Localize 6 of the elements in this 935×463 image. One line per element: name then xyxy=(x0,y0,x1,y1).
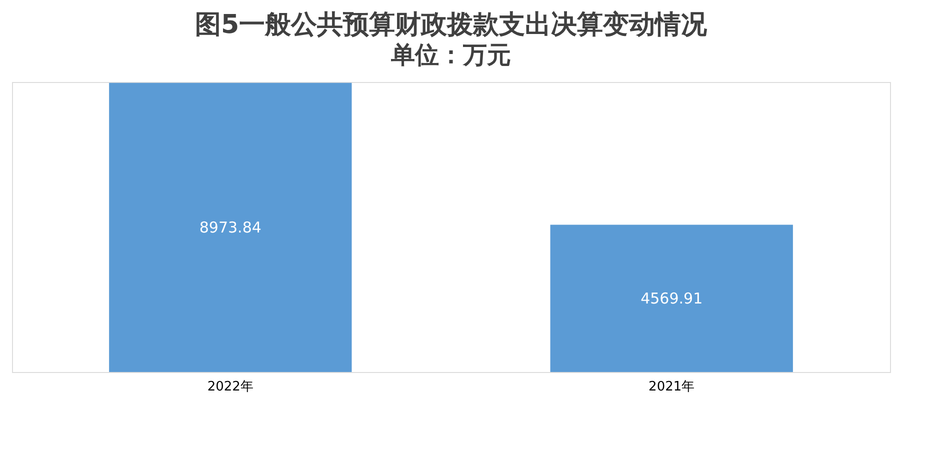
x-tick-label: 2022年 xyxy=(207,380,254,394)
data-label: 4569.91 xyxy=(640,289,703,308)
x-tick-label: 2021年 xyxy=(648,380,695,394)
data-label: 8973.84 xyxy=(199,218,262,236)
chart-subtitle: 单位：万元 xyxy=(390,41,511,69)
chart-title: 图5一般公共预算财政拨款支出决算变动情况 xyxy=(194,10,708,40)
